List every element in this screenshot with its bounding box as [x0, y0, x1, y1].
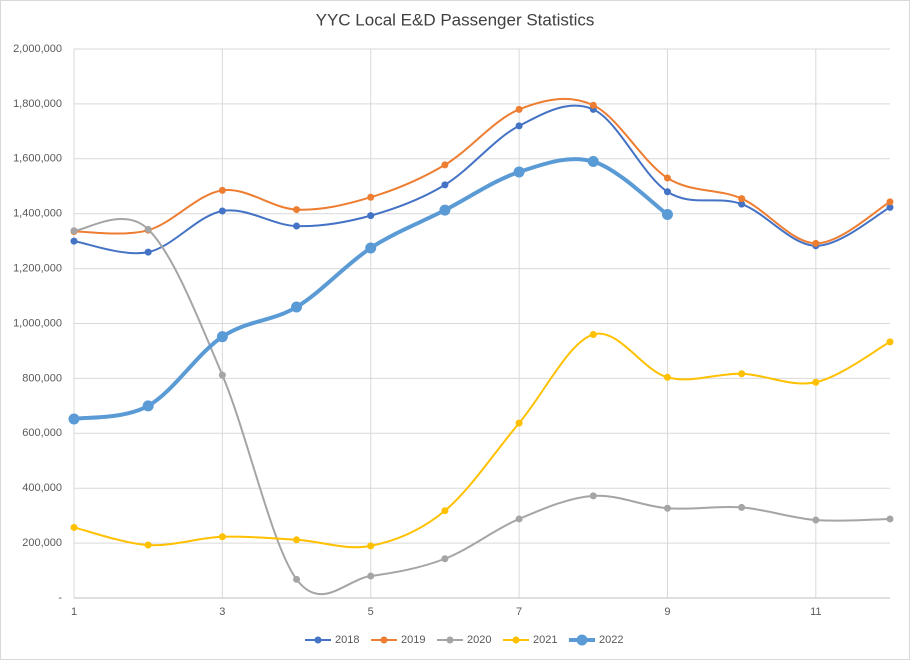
- x-tick-label: 9: [664, 606, 670, 618]
- data-point: [812, 516, 820, 524]
- legend-label: 2019: [401, 634, 425, 646]
- data-point: [587, 156, 599, 168]
- data-point: [68, 413, 80, 425]
- data-point: [738, 370, 746, 378]
- data-point: [70, 227, 78, 235]
- y-tick-label: -: [58, 592, 62, 604]
- data-point: [144, 225, 152, 233]
- data-point: [293, 222, 301, 230]
- data-point: [663, 373, 671, 381]
- data-point: [70, 523, 78, 531]
- legend-marker: [576, 634, 588, 646]
- legend-label: 2022: [599, 634, 623, 646]
- data-point: [589, 492, 597, 500]
- data-point: [144, 541, 152, 549]
- data-point: [663, 504, 671, 512]
- data-point: [663, 174, 671, 182]
- data-point: [218, 186, 226, 194]
- y-tick-label: 1,200,000: [13, 263, 62, 275]
- legend-label: 2021: [533, 634, 557, 646]
- data-point: [144, 248, 152, 256]
- data-point: [515, 419, 523, 427]
- data-point: [291, 301, 303, 313]
- data-point: [293, 536, 301, 544]
- data-point: [218, 533, 226, 541]
- data-point: [812, 378, 820, 386]
- data-point: [738, 503, 746, 511]
- y-tick-label: 1,800,000: [13, 98, 62, 110]
- data-point: [515, 122, 523, 130]
- data-point: [515, 515, 523, 523]
- data-point: [367, 572, 375, 580]
- data-point: [738, 200, 746, 208]
- chart-title: YYC Local E&D Passenger Statistics: [316, 10, 595, 29]
- y-tick-label: 600,000: [22, 427, 62, 439]
- data-point: [812, 239, 820, 247]
- data-point: [218, 207, 226, 215]
- data-point: [589, 101, 597, 109]
- y-tick-label: 1,600,000: [13, 153, 62, 165]
- y-tick-label: 2,000,000: [13, 43, 62, 55]
- legend-label: 2020: [467, 634, 491, 646]
- legend-marker: [314, 636, 322, 644]
- data-point: [218, 371, 226, 379]
- legend-item: 2022: [569, 634, 623, 646]
- data-point: [216, 331, 228, 343]
- data-point: [886, 338, 894, 346]
- data-point: [738, 195, 746, 203]
- series-line: [73, 104, 891, 255]
- x-tick-label: 3: [219, 606, 225, 618]
- data-point: [70, 237, 78, 245]
- data-point: [441, 161, 449, 169]
- y-tick-label: 400,000: [22, 482, 62, 494]
- data-point: [513, 166, 525, 178]
- data-point: [365, 242, 377, 254]
- y-tick-label: 1,000,000: [13, 317, 62, 329]
- data-point: [886, 515, 894, 523]
- data-point: [886, 198, 894, 206]
- legend-item: 2021: [503, 634, 557, 646]
- legend-item: 2019: [371, 634, 425, 646]
- data-point: [886, 203, 894, 211]
- y-tick-label: 800,000: [22, 372, 62, 384]
- y-tick-label: 1,400,000: [13, 208, 62, 220]
- x-tick-label: 5: [368, 606, 374, 618]
- legend-marker: [380, 636, 388, 644]
- legend-item: 2020: [437, 634, 491, 646]
- data-point: [661, 209, 673, 221]
- y-tick-label: 200,000: [22, 537, 62, 549]
- x-tick-label: 1: [71, 606, 77, 618]
- data-point: [441, 555, 449, 563]
- x-tick-label: 7: [516, 606, 522, 618]
- data-point: [589, 330, 597, 338]
- data-point: [367, 542, 375, 550]
- legend-item: 2018: [305, 634, 359, 646]
- data-point: [367, 212, 375, 220]
- data-point: [441, 181, 449, 189]
- legend-label: 2018: [335, 634, 359, 646]
- data-point: [439, 204, 451, 216]
- data-point: [663, 188, 671, 196]
- data-point: [367, 193, 375, 201]
- data-point: [293, 206, 301, 214]
- x-tick-label: 11: [810, 606, 821, 618]
- data-point: [515, 105, 523, 113]
- data-point: [293, 575, 301, 583]
- data-point: [441, 507, 449, 515]
- data-point: [142, 400, 154, 412]
- legend-marker: [446, 636, 454, 644]
- legend-marker: [512, 636, 520, 644]
